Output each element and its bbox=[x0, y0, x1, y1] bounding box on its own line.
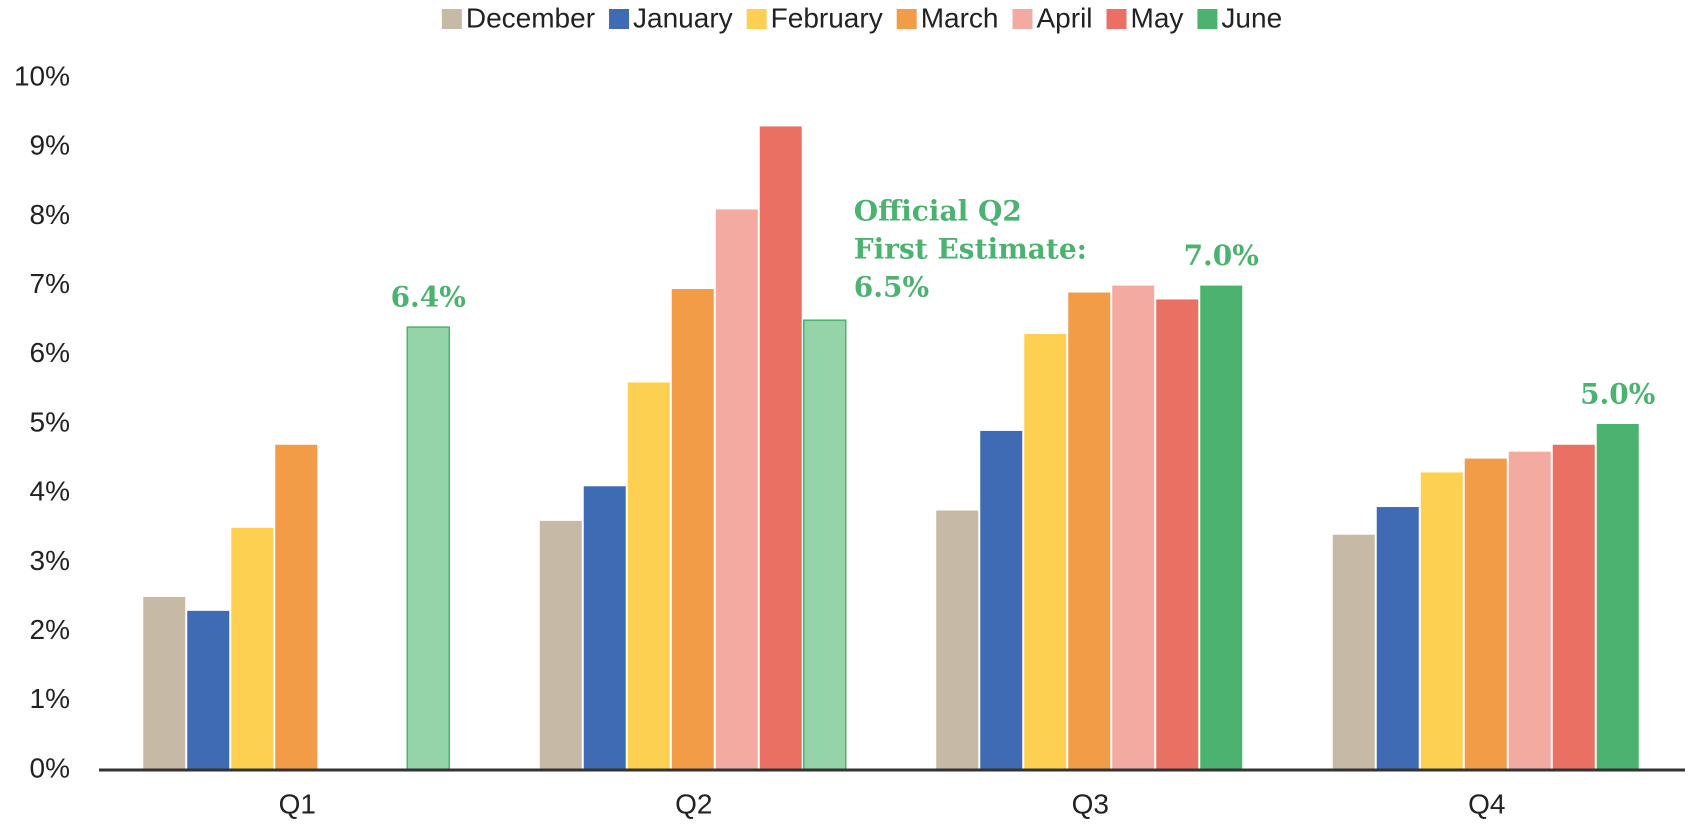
y-tick-label: 1% bbox=[30, 683, 70, 714]
bar bbox=[1068, 292, 1111, 770]
legend-swatch bbox=[609, 9, 630, 29]
y-tick-label: 2% bbox=[30, 614, 70, 645]
x-tick-label: Q4 bbox=[1468, 788, 1505, 819]
legend-swatch bbox=[896, 9, 917, 29]
legend-swatch bbox=[746, 9, 767, 29]
bar bbox=[231, 527, 274, 770]
bar bbox=[1420, 472, 1463, 770]
y-tick-label: 6% bbox=[30, 337, 70, 368]
legend-label: May bbox=[1131, 2, 1184, 33]
bar bbox=[1596, 424, 1639, 770]
legend-swatch bbox=[1012, 9, 1033, 29]
y-tick-label: 0% bbox=[30, 752, 70, 783]
bar bbox=[275, 444, 318, 770]
bar bbox=[1464, 458, 1507, 770]
y-tick-label: 7% bbox=[30, 268, 70, 299]
y-tick-label: 5% bbox=[30, 406, 70, 437]
bar bbox=[1024, 334, 1067, 770]
y-tick-label: 4% bbox=[30, 476, 70, 507]
bar bbox=[1508, 451, 1551, 770]
x-tick-label: Q1 bbox=[279, 788, 316, 819]
y-tick-label: 9% bbox=[30, 130, 70, 161]
bar bbox=[1332, 534, 1375, 770]
legend-label: December bbox=[466, 2, 595, 33]
x-tick-label: Q3 bbox=[1072, 788, 1109, 819]
bar bbox=[143, 597, 186, 770]
bar bbox=[627, 382, 670, 770]
legend-label: June bbox=[1221, 2, 1282, 33]
y-tick-label: 10% bbox=[14, 60, 70, 91]
annotation: Official Q2 bbox=[854, 195, 1022, 228]
bar bbox=[1552, 444, 1595, 770]
bar bbox=[1112, 285, 1155, 770]
value-label: 7.0% bbox=[1184, 239, 1259, 272]
bar bbox=[1376, 507, 1419, 770]
x-tick-label: Q2 bbox=[675, 788, 712, 819]
bar bbox=[1156, 299, 1199, 770]
y-tick-label: 3% bbox=[30, 545, 70, 576]
bar bbox=[583, 486, 626, 770]
legend: December January February March April May June bbox=[441, 2, 1282, 33]
value-label: 5.0% bbox=[1580, 378, 1655, 411]
legend-label: April bbox=[1037, 2, 1093, 33]
bar bbox=[803, 319, 847, 771]
value-label: 6.4% bbox=[391, 281, 466, 314]
bar bbox=[539, 520, 582, 770]
legend-swatch bbox=[441, 9, 462, 29]
legend-label: January bbox=[633, 2, 733, 33]
bar bbox=[980, 430, 1023, 770]
legend-label: March bbox=[921, 2, 999, 33]
legend-label: February bbox=[771, 2, 883, 33]
bar bbox=[187, 610, 230, 770]
value-label: 6.5% bbox=[854, 271, 929, 304]
legend-swatch bbox=[1197, 9, 1218, 29]
bar bbox=[759, 126, 802, 770]
bar bbox=[936, 510, 979, 770]
y-tick-label: 8% bbox=[30, 199, 70, 230]
bar bbox=[715, 209, 758, 771]
annotation: First Estimate: bbox=[854, 233, 1087, 266]
bar bbox=[406, 326, 450, 771]
bar bbox=[671, 289, 714, 770]
legend-swatch bbox=[1106, 9, 1127, 29]
bar bbox=[1200, 285, 1243, 770]
